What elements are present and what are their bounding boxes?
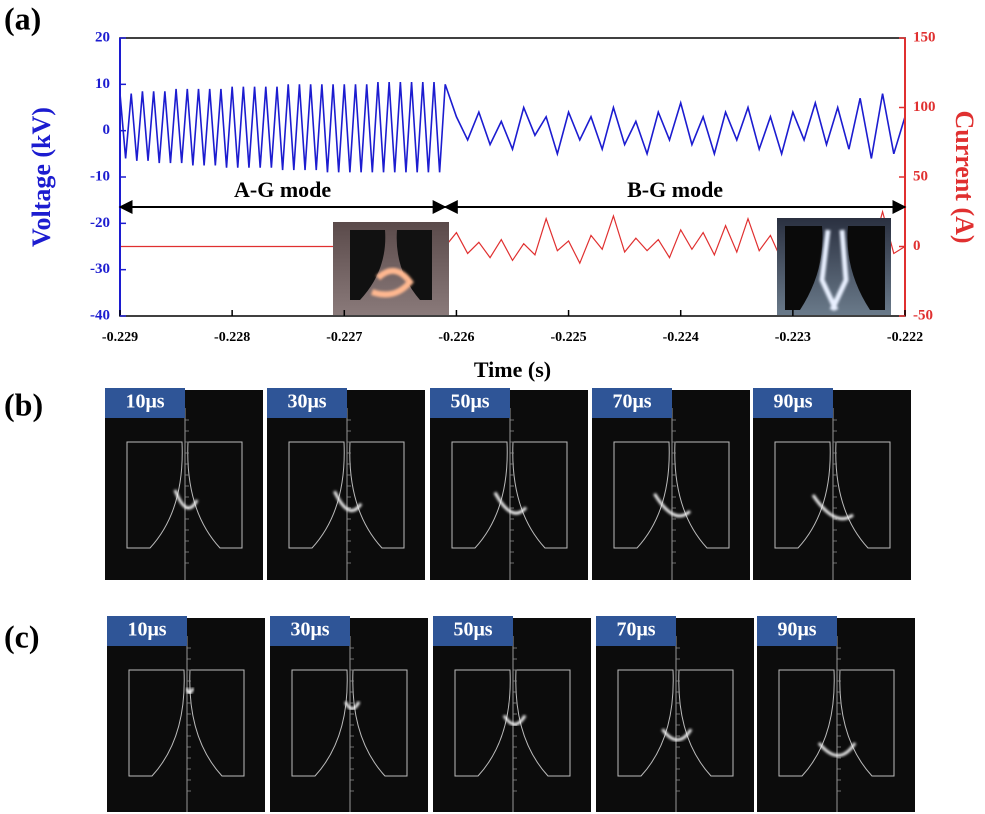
frame: 50μs: [433, 616, 591, 812]
frame: 70μs: [596, 616, 754, 812]
frame: 10μs: [107, 616, 265, 812]
discharge-arc: [653, 492, 692, 518]
time-label: 90μs: [773, 391, 812, 413]
x-tick-label: -0.225: [550, 330, 586, 345]
discharge-arc: [817, 742, 857, 757]
y-tick-label: 20: [95, 29, 110, 45]
y-tick-label: 10: [95, 76, 110, 92]
electrode-outline: [613, 441, 730, 549]
time-label-box: [433, 616, 513, 646]
frame-image: [270, 618, 428, 812]
discharge-arc: [493, 491, 528, 515]
discharge-arc: [502, 714, 527, 726]
x-tick-label: -0.228: [214, 330, 250, 345]
y2-tick-label: 100: [913, 99, 936, 115]
electrode-outline: [454, 669, 571, 777]
y2-tick-label: 0: [913, 238, 921, 254]
electrode-outline: [128, 669, 245, 777]
y-axis-title: Voltage (kV): [27, 107, 56, 247]
y2-tick-label: 50: [913, 168, 928, 184]
frame-image: [433, 618, 591, 812]
frame: 30μs: [267, 388, 425, 580]
panel-label: (a): [4, 0, 41, 36]
time-label-box: [107, 616, 187, 646]
frame-image: [757, 618, 915, 812]
arc-glow: [371, 268, 414, 298]
x-tick-label: -0.226: [438, 330, 474, 345]
discharge-arc: [661, 728, 693, 742]
x-tick-label: -0.227: [326, 330, 362, 345]
x-tick-label: -0.222: [887, 330, 923, 345]
electrode-outline: [291, 669, 408, 777]
time-label: 70μs: [612, 391, 651, 413]
y2-tick-label: -50: [913, 307, 933, 323]
time-label: 50μs: [453, 619, 492, 641]
discharge-arc: [344, 701, 361, 711]
time-label: 90μs: [777, 619, 816, 641]
time-label-box: [592, 388, 672, 418]
y-tick-label: -30: [90, 261, 110, 277]
x-axis-title: Time (s): [474, 357, 551, 382]
y-tick-label: -40: [90, 307, 110, 323]
discharge-arc: [185, 687, 195, 695]
discharge-arc: [333, 490, 363, 513]
time-label-box: [757, 616, 837, 646]
panel-label: (b): [4, 386, 43, 422]
time-label: 10μs: [125, 391, 164, 413]
insets: [333, 218, 891, 315]
time-label: 50μs: [450, 391, 489, 413]
time-label-box: [267, 388, 347, 418]
time-label: 30μs: [290, 619, 329, 641]
time-label-box: [430, 388, 510, 418]
time-label: 30μs: [287, 391, 326, 413]
y2-tick-label: 150: [913, 29, 936, 45]
frame: 30μs: [270, 616, 428, 812]
series-line: [119, 81, 906, 173]
frame-image: [753, 390, 911, 580]
discharge-arc: [173, 489, 199, 510]
frame-image: [105, 390, 263, 580]
frame-image: [592, 390, 750, 580]
x-tick-label: -0.224: [663, 330, 699, 345]
y-tick-label: 0: [103, 122, 111, 138]
electrode-outline: [451, 441, 568, 549]
time-label-box: [753, 388, 833, 418]
time-label-box: [596, 616, 676, 646]
x-tick-label: -0.223: [775, 330, 811, 345]
frame-image: [107, 618, 265, 812]
frame-image: [430, 390, 588, 580]
frame: 70μs: [592, 388, 750, 580]
annotation-text: B-G mode: [627, 177, 723, 202]
time-label-box: [270, 616, 350, 646]
time-label-box: [105, 388, 185, 418]
frame: 90μs: [757, 616, 915, 812]
time-label: 10μs: [127, 619, 166, 641]
frame: 90μs: [753, 388, 911, 580]
annotation-text: A-G mode: [234, 177, 331, 202]
panel-label: (c): [4, 618, 40, 654]
time-label: 70μs: [616, 619, 655, 641]
electrode: [785, 226, 885, 310]
x-tick-label: -0.229: [102, 330, 138, 345]
y-tick-label: -10: [90, 168, 110, 184]
frame-image: [267, 390, 425, 580]
y2-axis-title: Current (A): [950, 110, 979, 243]
electrode-outline: [778, 669, 895, 777]
arc-glow: [819, 229, 849, 312]
discharge-arc: [811, 494, 854, 521]
frame: 50μs: [430, 388, 588, 580]
frame-image: [596, 618, 754, 812]
electrode-outline: [126, 441, 243, 549]
y-tick-label: -20: [90, 215, 110, 231]
frame: 10μs: [105, 388, 263, 580]
